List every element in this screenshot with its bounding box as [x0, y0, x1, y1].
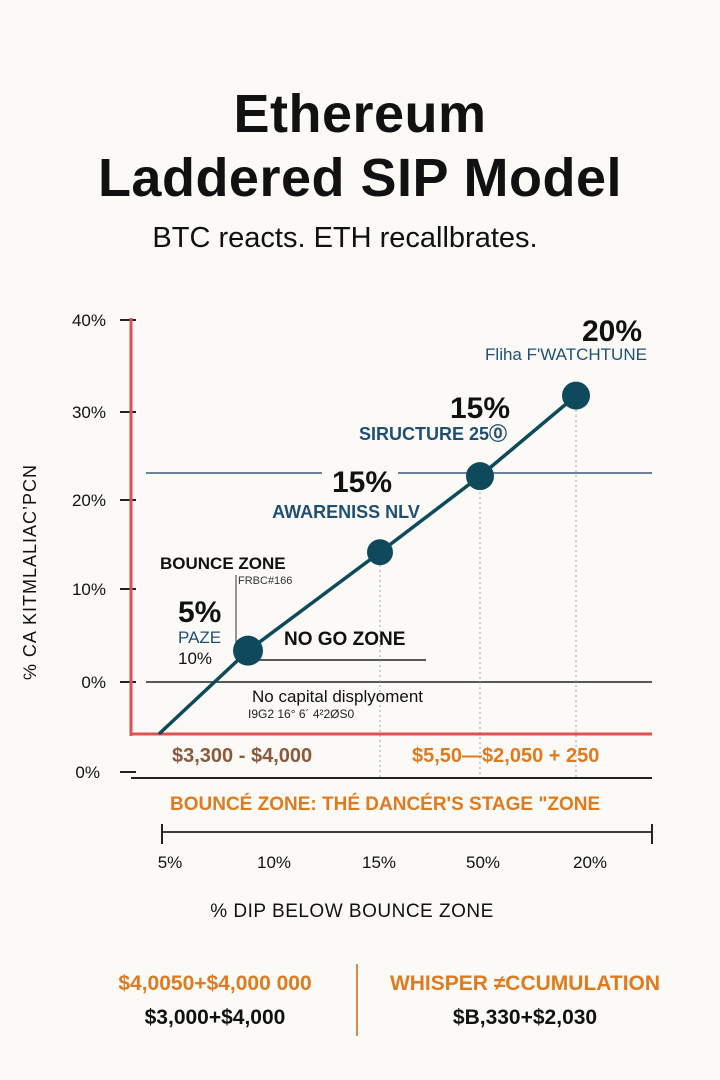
x-tick-label: 10% — [257, 853, 291, 872]
annotation-bounce-code: FRBC#166 — [238, 575, 292, 587]
data-point — [233, 635, 263, 666]
annotation-watchtune: Fliha F'WATCHTUNE — [485, 345, 647, 364]
data-point — [562, 381, 590, 410]
bottom-right-panel: WHISPER ≠CCUMULATION $B,330+$2,030 — [370, 972, 680, 1030]
x-tick-label: 5% — [158, 853, 183, 872]
annotation-no-capital: No capital displyoment — [252, 687, 423, 706]
annotation-15-structure-big: 15% — [450, 392, 510, 425]
bottom-left-panel: $4,0050+$4,000 000 $3,000+$4,000 — [80, 972, 350, 1030]
bottom-left-main: $3,000+$4,000 — [144, 1006, 286, 1029]
price-band-left: $3,300 - $4,000 — [172, 745, 312, 767]
y-tick-label: 10% — [72, 580, 106, 599]
annotation-20-big: 20% — [582, 315, 642, 348]
price-band-right: $5,50—$2,050 + 250 — [412, 745, 599, 767]
title-line-2: Laddered SIP Model — [97, 148, 623, 208]
annotation-paze: PAZE — [178, 628, 221, 647]
annotation-no-go-zone: NO GO ZONE — [284, 629, 405, 650]
annotation-awareness: AWARENISS NLV — [272, 502, 420, 522]
data-point — [466, 462, 494, 491]
annotation-structure: SIRUCTURE 25⓪ — [359, 423, 507, 444]
y-tick-label: 20% — [72, 491, 106, 510]
y-tick-label: 30% — [72, 403, 106, 422]
x-tick-label: 20% — [573, 853, 607, 872]
bottom-divider — [356, 964, 358, 1036]
x-axis-title: % DIP BELOW BOUNCE ZONE — [210, 901, 494, 922]
y-tick-label: 0% — [75, 763, 100, 782]
annotation-15-awareness-bg — [322, 462, 398, 496]
y-axis-title: ℅ CA KITMLALIAC’PCN — [20, 464, 40, 680]
annotation-5-big: 5% — [178, 596, 221, 629]
chart-canvas: 40% 30% 20% 10% 0% 0% 20% Fliha F'WATCHT… — [72, 311, 653, 922]
annotation-15-awareness-big: 15% — [332, 466, 392, 499]
chart-subtitle: BTC reacts. ETH recallbrates. — [152, 222, 538, 254]
x-tick-label: 50% — [466, 853, 500, 872]
y-tick-label: 40% — [72, 311, 106, 330]
bottom-right-accent: WHISPER ≠CCUMULATION — [389, 972, 661, 995]
zone-caption: BOUNCÉ ZONE: THÉ DANCÉR'S STAGE "ZONE — [170, 793, 600, 815]
annotation-bounce-zone: BOUNCE ZONE — [160, 554, 286, 573]
bottom-left-accent: $4,0050+$4,000 000 — [118, 972, 312, 995]
y-tick-label: 0% — [81, 673, 106, 692]
bottom-right-main: $B,330+$2,030 — [452, 1006, 598, 1029]
annotation-10: 10% — [178, 649, 212, 668]
annotation-no-capital-code: I9G2 16° 6´ 4²2ØS0 — [248, 707, 355, 721]
chart-title: Ethereum Laddered SIP Model — [0, 82, 720, 210]
x-tick-label: 15% — [362, 853, 396, 872]
data-point — [367, 539, 393, 566]
title-line-1: Ethereum — [233, 84, 487, 144]
